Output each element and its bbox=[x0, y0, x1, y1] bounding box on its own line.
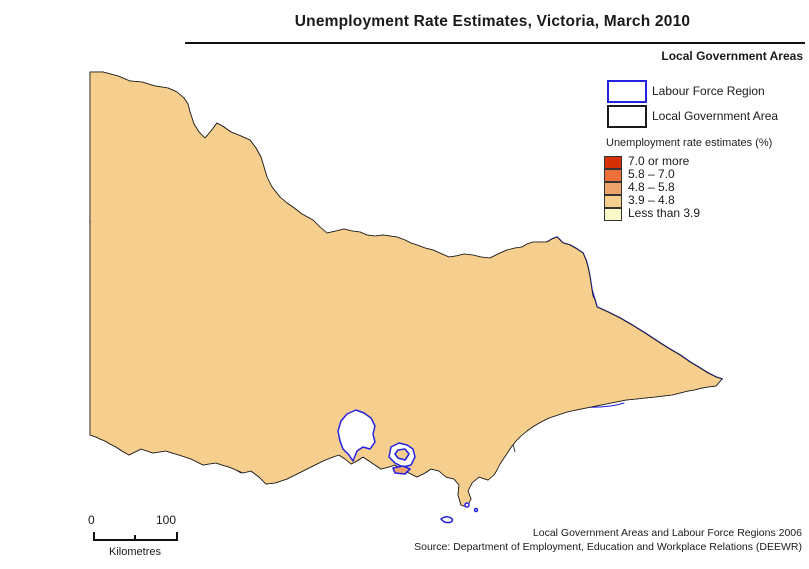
source-line-1: Local Government Areas and Labour Force … bbox=[532, 527, 802, 539]
legend-swatch bbox=[604, 208, 622, 221]
scale-end-label: 100 bbox=[156, 513, 177, 527]
source-note: Local Government Areas and Labour Force … bbox=[290, 527, 802, 554]
legend-class-label: Less than 3.9 bbox=[628, 206, 701, 220]
scale-start-label: 0 bbox=[88, 513, 95, 527]
scale-bar-tick bbox=[134, 535, 136, 541]
coastal-island bbox=[473, 507, 479, 513]
scale-bar-tick bbox=[93, 532, 95, 541]
scale-unit-label: Kilometres bbox=[109, 546, 161, 558]
legend-classes-title: Unemployment rate estimates (%) bbox=[606, 137, 773, 149]
legend-class-label: 7.0 or more bbox=[628, 154, 690, 168]
legend-swatch bbox=[604, 195, 622, 208]
phillip-island bbox=[392, 465, 411, 475]
title-rule bbox=[185, 42, 805, 44]
port-phillip-bay bbox=[337, 409, 376, 462]
page-title: Unemployment Rate Estimates, Victoria, M… bbox=[294, 13, 691, 30]
local-government-area-symbol bbox=[607, 105, 647, 128]
labour-force-region-label: Labour Force Region bbox=[652, 84, 765, 98]
legend-class-label: 3.9 – 4.8 bbox=[628, 193, 675, 207]
labour-force-region-symbol bbox=[607, 80, 647, 103]
coastal-island bbox=[464, 502, 470, 508]
legend-class-label: 4.8 – 5.8 bbox=[628, 180, 675, 194]
legend-swatch bbox=[604, 156, 622, 169]
page-subtitle: Local Government Areas bbox=[661, 49, 803, 63]
water-bodies bbox=[337, 409, 479, 524]
legend-swatch bbox=[604, 182, 622, 195]
legend-class-label: 5.8 – 7.0 bbox=[628, 167, 675, 181]
legend-swatch bbox=[604, 169, 622, 182]
source-line-2: Source: Department of Employment, Educat… bbox=[414, 540, 802, 553]
french-island bbox=[394, 448, 410, 461]
scale-bar-tick bbox=[176, 532, 178, 541]
coastal-island bbox=[440, 515, 454, 524]
local-government-area-label: Local Government Area bbox=[652, 109, 779, 123]
